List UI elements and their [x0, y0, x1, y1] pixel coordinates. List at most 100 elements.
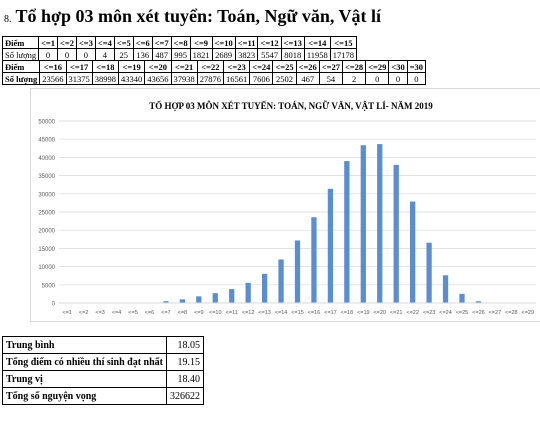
- table-header-cell: <=27: [318, 60, 344, 73]
- table-cell: 7606: [249, 72, 274, 85]
- x-tick-label: <=7: [161, 310, 170, 316]
- score-table-1: Điểm <=1 <=2 <=3 <=4 <=5 <=6 <=7 <=8 <=9 <=10 <=11…: [1, 36, 358, 61]
- table-header-cell: <=2: [57, 36, 77, 49]
- stats-row: Trung bình 18.05: [2, 336, 204, 354]
- table-cell: 16561: [222, 72, 251, 85]
- stats-row: Trung vị 18.40: [2, 370, 204, 388]
- row-header: Điểm: [1, 60, 41, 73]
- table-cell: 5547: [257, 48, 282, 61]
- table-header-cell: <30: [388, 60, 408, 73]
- bar: [393, 164, 399, 303]
- chart-area: TỔ HỢP 03 MÔN XÉT TUYỂN: TOÁN, NGỮ VĂN, …: [30, 88, 540, 322]
- table-header-row: Điểm <=16 <=17 <=18 <=19 <=20 <=21 <=22 <=23 <=2…: [1, 60, 427, 73]
- x-tick-label: <=6: [145, 310, 154, 316]
- bar: [360, 145, 366, 303]
- bar: [179, 299, 185, 303]
- bar: [196, 296, 202, 303]
- x-tick-label: <=24: [439, 310, 452, 316]
- table-cell: 25: [113, 48, 134, 61]
- table-cell: 467: [295, 72, 320, 85]
- table-header-cell: <=3: [75, 36, 96, 49]
- table-cell: 23566: [39, 72, 67, 85]
- table-cell: 43656: [144, 72, 172, 85]
- table-cell: 8018: [280, 48, 305, 61]
- table-header-cell: <=4: [94, 36, 115, 49]
- stat-value: 18.05: [166, 336, 204, 354]
- table-header-cell: <=19: [117, 60, 146, 73]
- x-tick-label: <=27: [489, 310, 502, 316]
- table-cell: 43340: [117, 72, 146, 85]
- section-title: Tổ hợp 03 môn xét tuyển: Toán, Ngữ văn, …: [15, 6, 382, 26]
- x-tick-label: <=10: [209, 310, 222, 316]
- y-tick-label: 10000: [38, 265, 55, 271]
- bar: [163, 301, 169, 303]
- bar: [410, 201, 416, 303]
- table-header-cell: <=13: [280, 36, 305, 49]
- row-label: Số lượng: [1, 48, 40, 61]
- table-header-cell: <=8: [170, 36, 191, 49]
- table-header-cell: <=26: [295, 60, 320, 73]
- x-tick-label: <=4: [112, 310, 121, 316]
- table-header-cell: <=9: [189, 36, 213, 49]
- stats-row: Tổng số nguyện vọng 326622: [2, 387, 204, 405]
- x-tick-label: <=14: [275, 310, 288, 316]
- table-cell: 3823: [234, 48, 259, 61]
- table-cell: 136: [132, 48, 153, 61]
- table-header-cell: <=25: [272, 60, 297, 73]
- bar: [212, 293, 218, 303]
- stat-value: 19.15: [166, 353, 204, 371]
- chart-title: TỔ HỢP 03 MÔN XÉT TUYỂN: TOÁN, NGỮ VĂN, …: [149, 101, 433, 111]
- x-tick-label: <=3: [95, 310, 104, 316]
- x-tick-label: <=28: [505, 310, 518, 316]
- x-tick-label: <=29: [522, 310, 535, 316]
- stats-row: Tổng điểm có nhiều thí sinh đạt nhất 19.1…: [2, 353, 204, 371]
- table-header-cell: <=5: [113, 36, 134, 49]
- x-tick-label: <=9: [194, 310, 203, 316]
- bar: [278, 259, 284, 303]
- x-tick-label: <=13: [258, 310, 271, 316]
- x-tick-label: <=16: [308, 310, 321, 316]
- x-tick-label: <=19: [357, 310, 370, 316]
- x-tick-label: <=21: [390, 310, 403, 316]
- table-cell: 995: [170, 48, 191, 61]
- table-cell: 2502: [272, 72, 297, 85]
- table-header-cell: <=14: [303, 36, 331, 49]
- table-cell: 2: [341, 72, 367, 85]
- bar: [327, 188, 334, 303]
- x-tick-label: <=23: [423, 310, 436, 316]
- y-tick-label: 15000: [38, 247, 55, 253]
- table-header-cell: <=7: [151, 36, 172, 49]
- table-header-cell: <=16: [39, 60, 67, 73]
- table-header-cell: <=20: [144, 60, 172, 73]
- stat-value: 326622: [166, 387, 204, 405]
- bar: [475, 301, 482, 303]
- x-tick-label: <=1: [62, 310, 71, 316]
- table-header-cell: <=1: [38, 36, 59, 49]
- section-number: 8.: [4, 14, 12, 25]
- y-tick-label: 20000: [38, 229, 55, 235]
- stat-value: 18.40: [166, 370, 204, 388]
- table-header-cell: <=15: [329, 36, 358, 49]
- x-tick-label: <=26: [472, 310, 485, 316]
- bar: [311, 217, 317, 303]
- table-value-row: Số lượng 23566 31375 38998 43340 43656 37938 2…: [1, 72, 427, 85]
- x-tick-label: <=12: [242, 310, 255, 316]
- table-header-cell: <=23: [222, 60, 251, 73]
- y-tick-label: 0: [52, 302, 56, 308]
- table-value-row: Số lượng 0 0 0 4 25 136 487 995 1821 2689 3823 5547…: [1, 48, 358, 61]
- table-cell: 17178: [329, 48, 358, 61]
- table-cell: 0: [38, 48, 59, 61]
- score-table-2: Điểm <=16 <=17 <=18 <=19 <=20 <=21 <=22 <=23 <=2…: [1, 60, 427, 85]
- y-tick-label: 40000: [38, 156, 55, 162]
- page-title: 8. Tổ hợp 03 môn xét tuyển: Toán, Ngữ văn…: [4, 6, 381, 27]
- table-cell: 1821: [189, 48, 213, 61]
- table-cell: 0: [365, 72, 390, 85]
- stat-label: Tổng số nguyện vọng: [2, 387, 167, 405]
- table-cell: 4: [94, 48, 115, 61]
- stats-table: Trung bình 18.05 Tổng điểm có nhiều thí si…: [2, 336, 204, 405]
- stat-label: Trung vị: [2, 370, 167, 388]
- bar: [344, 161, 350, 303]
- table-cell: 54: [318, 72, 344, 85]
- bar: [245, 282, 251, 303]
- stat-label: Trung bình: [2, 336, 167, 354]
